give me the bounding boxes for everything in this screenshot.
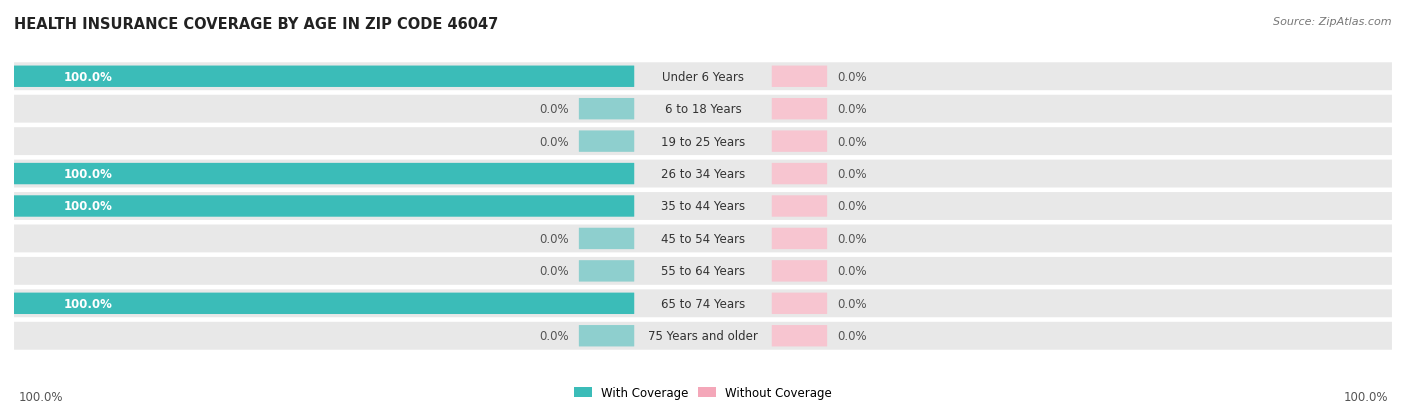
Text: 0.0%: 0.0%: [838, 103, 868, 116]
FancyBboxPatch shape: [772, 293, 827, 314]
FancyBboxPatch shape: [14, 66, 634, 88]
Text: 0.0%: 0.0%: [838, 297, 868, 310]
Text: 0.0%: 0.0%: [538, 233, 568, 245]
Text: 100.0%: 100.0%: [63, 200, 112, 213]
Text: 75 Years and older: 75 Years and older: [648, 330, 758, 342]
FancyBboxPatch shape: [579, 99, 634, 120]
FancyBboxPatch shape: [14, 322, 1392, 350]
FancyBboxPatch shape: [772, 228, 827, 249]
Text: 55 to 64 Years: 55 to 64 Years: [661, 265, 745, 278]
Legend: With Coverage, Without Coverage: With Coverage, Without Coverage: [571, 383, 835, 403]
FancyBboxPatch shape: [579, 131, 634, 152]
Text: 0.0%: 0.0%: [838, 233, 868, 245]
FancyBboxPatch shape: [772, 164, 827, 185]
Text: 65 to 74 Years: 65 to 74 Years: [661, 297, 745, 310]
Text: 0.0%: 0.0%: [838, 200, 868, 213]
Text: 0.0%: 0.0%: [838, 168, 868, 180]
FancyBboxPatch shape: [772, 99, 827, 120]
FancyBboxPatch shape: [772, 131, 827, 152]
Text: Under 6 Years: Under 6 Years: [662, 71, 744, 83]
Text: 0.0%: 0.0%: [838, 135, 868, 148]
FancyBboxPatch shape: [579, 261, 634, 282]
FancyBboxPatch shape: [14, 293, 634, 314]
FancyBboxPatch shape: [14, 95, 1392, 123]
FancyBboxPatch shape: [14, 192, 1392, 221]
Text: 0.0%: 0.0%: [838, 265, 868, 278]
FancyBboxPatch shape: [579, 228, 634, 249]
Text: 100.0%: 100.0%: [18, 390, 63, 403]
FancyBboxPatch shape: [14, 257, 1392, 285]
Text: 100.0%: 100.0%: [63, 168, 112, 180]
Text: HEALTH INSURANCE COVERAGE BY AGE IN ZIP CODE 46047: HEALTH INSURANCE COVERAGE BY AGE IN ZIP …: [14, 17, 498, 31]
Text: 0.0%: 0.0%: [538, 265, 568, 278]
Text: 0.0%: 0.0%: [838, 71, 868, 83]
FancyBboxPatch shape: [772, 261, 827, 282]
Text: 6 to 18 Years: 6 to 18 Years: [665, 103, 741, 116]
FancyBboxPatch shape: [579, 325, 634, 347]
Text: 26 to 34 Years: 26 to 34 Years: [661, 168, 745, 180]
Text: 100.0%: 100.0%: [63, 297, 112, 310]
FancyBboxPatch shape: [14, 128, 1392, 156]
FancyBboxPatch shape: [14, 225, 1392, 253]
FancyBboxPatch shape: [14, 164, 634, 185]
Text: 0.0%: 0.0%: [538, 135, 568, 148]
FancyBboxPatch shape: [772, 196, 827, 217]
FancyBboxPatch shape: [14, 160, 1392, 188]
FancyBboxPatch shape: [14, 63, 1392, 91]
Text: 0.0%: 0.0%: [538, 330, 568, 342]
FancyBboxPatch shape: [14, 290, 1392, 318]
Text: 0.0%: 0.0%: [538, 103, 568, 116]
FancyBboxPatch shape: [772, 325, 827, 347]
Text: 35 to 44 Years: 35 to 44 Years: [661, 200, 745, 213]
Text: 45 to 54 Years: 45 to 54 Years: [661, 233, 745, 245]
Text: Source: ZipAtlas.com: Source: ZipAtlas.com: [1274, 17, 1392, 26]
FancyBboxPatch shape: [14, 196, 634, 217]
Text: 100.0%: 100.0%: [63, 71, 112, 83]
Text: 100.0%: 100.0%: [1343, 390, 1388, 403]
Text: 19 to 25 Years: 19 to 25 Years: [661, 135, 745, 148]
Text: 0.0%: 0.0%: [838, 330, 868, 342]
FancyBboxPatch shape: [772, 66, 827, 88]
